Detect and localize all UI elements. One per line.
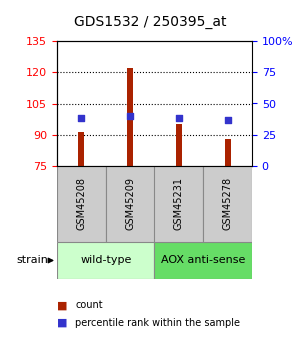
Bar (154, 241, 252, 279)
Bar (57, 241, 154, 279)
Text: count: count (75, 300, 103, 310)
Text: percentile rank within the sample: percentile rank within the sample (75, 318, 240, 327)
Bar (176, 124, 182, 166)
Text: wild-type: wild-type (80, 256, 131, 265)
Text: AOX anti-sense: AOX anti-sense (161, 256, 245, 265)
Point (225, 117, 230, 122)
Text: ■: ■ (57, 300, 68, 310)
Bar (57, 166, 106, 242)
Bar (154, 166, 203, 242)
Bar (225, 139, 230, 166)
Text: strain: strain (16, 256, 48, 265)
Text: GDS1532 / 250395_at: GDS1532 / 250395_at (74, 16, 226, 29)
Bar (127, 68, 133, 166)
Point (128, 113, 133, 119)
Text: GSM45231: GSM45231 (174, 177, 184, 230)
Bar (106, 166, 154, 242)
Point (176, 116, 181, 121)
Text: GSM45278: GSM45278 (223, 177, 232, 230)
Bar (79, 132, 84, 166)
Text: ■: ■ (57, 318, 68, 327)
Bar (203, 166, 252, 242)
Text: GSM45208: GSM45208 (76, 177, 86, 230)
Point (79, 116, 84, 121)
Text: GSM45209: GSM45209 (125, 177, 135, 230)
